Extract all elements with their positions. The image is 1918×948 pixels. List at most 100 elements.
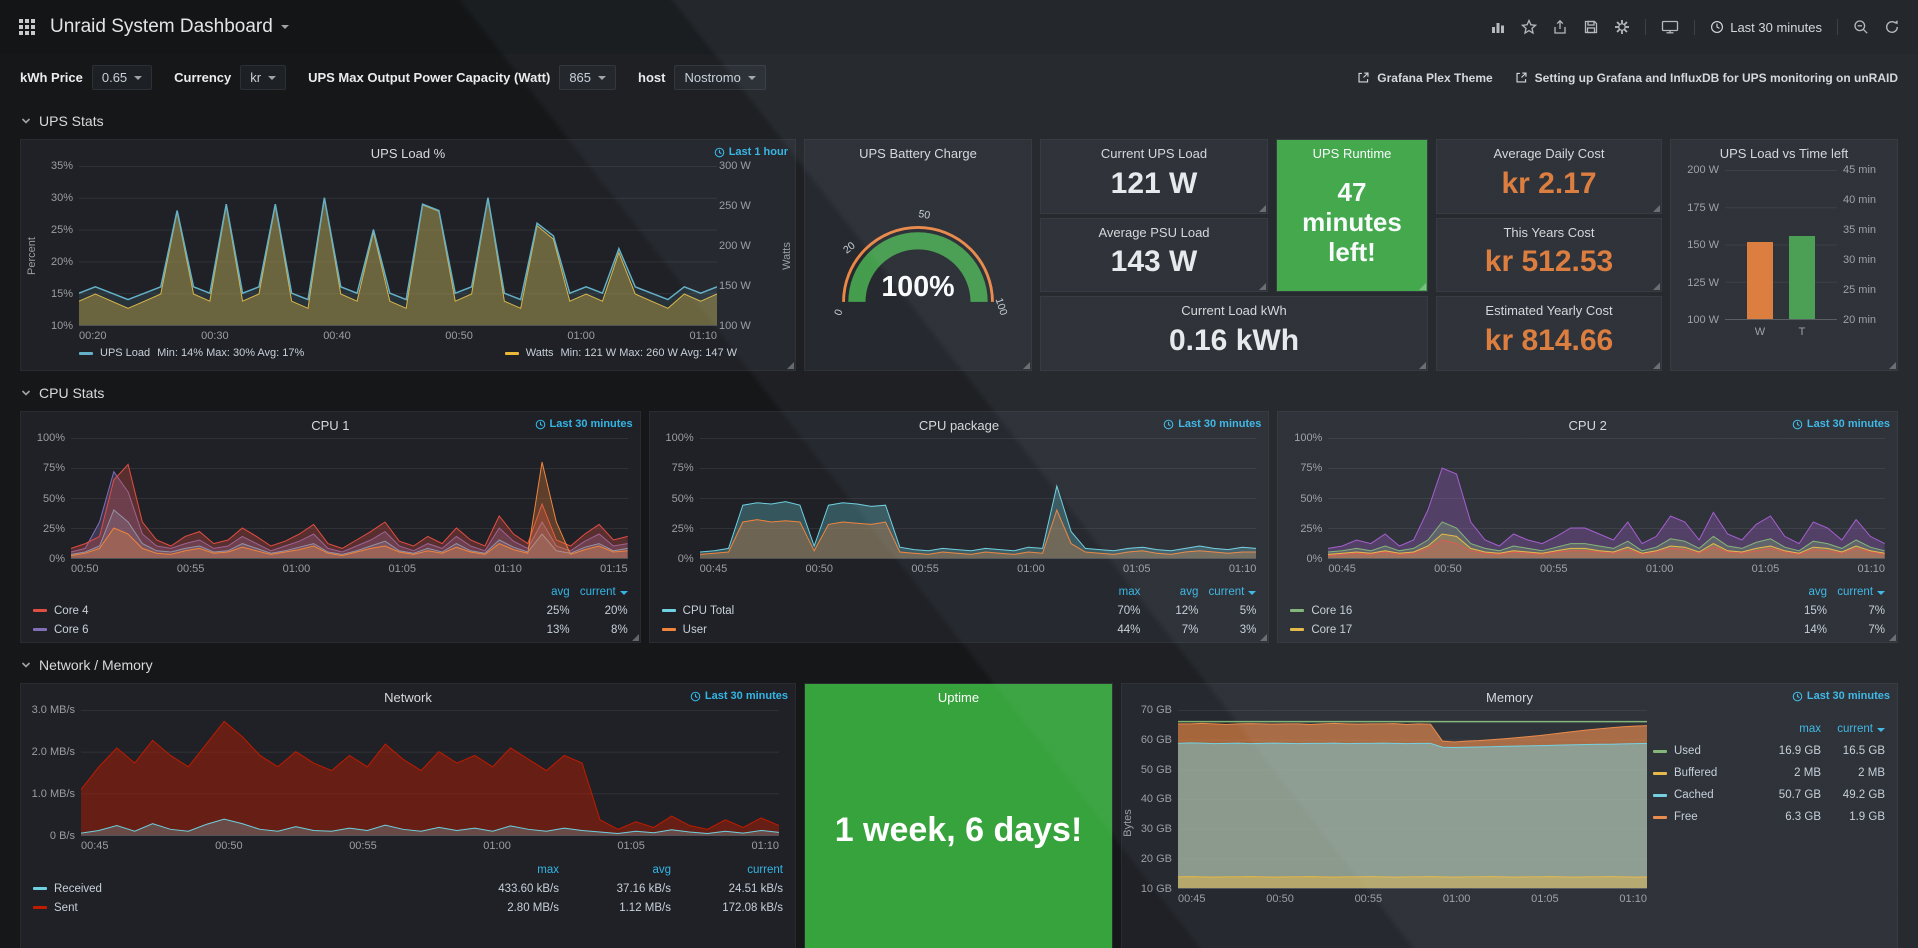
legend-sort-current[interactable]: current [1198,586,1256,598]
variable-value-dropdown[interactable]: kr [240,65,287,90]
section-network-memory[interactable]: Network / Memory [20,657,1898,673]
settings-gear-icon[interactable] [1614,19,1630,35]
legend-row[interactable]: Core 4 25% 20% [33,601,628,620]
series-color-marker [661,628,676,631]
stat-value: 47 minutes left! [1302,177,1402,268]
caret-down-icon [268,75,277,80]
star-icon[interactable] [1521,19,1538,35]
cpu1-chart[interactable] [71,438,628,558]
legend-sort-avg[interactable]: avg [1808,585,1828,598]
cpu2-chart[interactable] [1328,438,1886,558]
legend-item-watts: Watts Min: 121 W Max: 260 W Avg: 147 W [504,347,737,359]
panel-title[interactable]: Current Load kWh [1181,303,1287,319]
legend-header: max avg current [662,582,1257,601]
series-color-marker [1290,628,1305,631]
legend-sort-current[interactable]: current [1821,723,1885,735]
legend-sort-current[interactable]: current [570,586,628,598]
panel-title[interactable]: Current UPS Load [1100,146,1208,161]
save-icon[interactable] [1583,19,1599,35]
panel-title[interactable]: Memory [1486,689,1533,705]
dashboard-links: Grafana Plex Theme Setting up Grafana an… [1357,71,1898,85]
variable-value-dropdown[interactable]: 865 [559,65,617,90]
bar-watts[interactable] [1747,241,1773,319]
section-cpu-stats[interactable]: CPU Stats [20,385,1898,401]
panel-title[interactable]: UPS Battery Charge [859,145,977,161]
legend-row[interactable]: Free 6.3 GB 1.9 GB [1653,806,1885,828]
network-chart[interactable] [81,710,779,835]
add-panel-icon[interactable] [1490,19,1506,35]
variable-value-dropdown[interactable]: 0.65 [91,65,153,90]
panel-title[interactable]: Average PSU Load [1098,224,1210,240]
ups-load-plot [79,166,717,326]
panel-time-range[interactable]: Last 30 minutes [1792,418,1890,430]
panel-title[interactable]: UPS Load vs Time left [1719,145,1849,161]
svg-text:0: 0 [832,308,845,317]
panel-time-range[interactable]: Last 30 minutes [1792,690,1890,702]
clock-icon [1711,21,1724,33]
panel-time-range[interactable]: Last 30 minutes [535,418,633,430]
panel-time-range[interactable]: Last 30 minutes [690,690,788,702]
apps-grid-icon[interactable] [18,18,36,36]
legend-sort-current[interactable]: current [1827,586,1885,598]
panel-title[interactable]: UPS Runtime [1312,146,1392,161]
share-icon[interactable] [1552,19,1568,35]
variable-label: UPS Max Output Power Capacity (Watt) [308,70,551,85]
legend-row[interactable]: Buffered 2 MB 2 MB [1653,762,1885,784]
legend-sort-current[interactable]: current [747,863,783,876]
legend-row[interactable]: Core 16 15% 7% [1290,601,1885,620]
legend-row[interactable]: Received 433.60 kB/s 37.16 kB/s 24.51 kB… [33,879,783,898]
legend-sort-max[interactable]: max [537,863,559,876]
y-axis-ticks-right: 300 W 250 W 200 W 150 W 100 W [719,160,751,332]
stat-value: 143 W [1110,245,1198,279]
panel-title[interactable]: CPU 2 [1568,417,1607,433]
stat-value: kr 2.17 [1501,166,1597,200]
y-axis-ticks: 100% 75% 50% 25% 0% [36,432,65,565]
panel-title[interactable]: Network [384,689,432,705]
legend-row[interactable]: User 44% 7% 3% [661,620,1256,639]
link-grafana-influxdb-guide[interactable]: Setting up Grafana and InfluxDB for UPS … [1515,71,1898,85]
panel-title[interactable]: Estimated Yearly Cost [1485,303,1613,319]
legend-row[interactable]: Core 6 13% 8% [33,620,628,639]
legend-row[interactable]: CPU Total 70% 12% 5% [661,601,1256,620]
legend-sort-avg[interactable]: avg [1179,585,1199,598]
cost-stat-column: Average Daily Cost kr 2.17 This Years Co… [1436,139,1662,372]
section-ups-stats[interactable]: UPS Stats [20,113,1898,129]
legend-series-name[interactable]: UPS Load [100,347,151,359]
panel-memory: Memory Last 30 minutes Bytes 70 GB 60 GB 5… [1121,683,1898,948]
legend-row[interactable]: Used 16.9 GB 16.5 GB [1653,740,1885,762]
section-title: Network / Memory [39,657,153,673]
variable-value-dropdown[interactable]: Nostromo [674,65,766,90]
legend-sort-avg[interactable]: avg [652,863,671,876]
legend-sort-max[interactable]: max [1799,723,1821,735]
panel-title[interactable]: This Years Cost [1503,224,1595,240]
legend-row[interactable]: Cached 50.7 GB 49.2 GB [1653,784,1885,806]
legend-row[interactable]: Sent 2.80 MB/s 1.12 MB/s 172.08 kB/s [33,898,783,917]
series-color-marker [33,887,47,890]
refresh-icon[interactable] [1884,19,1900,35]
panel-title[interactable]: Uptime [937,690,980,705]
legend-row[interactable]: Core 17 14% 7% [1290,620,1885,639]
panel-title[interactable]: CPU package [918,417,1000,433]
panel-ups-load-percent: UPS Load % Last 1 hour Percent Watts 35%… [20,139,796,371]
time-range-picker[interactable]: Last 30 minutes [1694,19,1822,35]
external-link-icon [1516,72,1527,83]
panel-ups-battery-charge: UPS Battery Charge 0 20 50 100 100% [804,139,1032,371]
panel-time-range[interactable]: Last 1 hour [714,146,788,158]
ups-load-chart[interactable] [79,166,717,325]
gauge-threshold-arc [842,226,994,302]
memory-chart[interactable] [1178,710,1647,888]
panel-title[interactable]: UPS Load % [370,145,446,161]
legend-sort-avg[interactable]: avg [551,585,570,598]
legend-series-name[interactable]: Watts [525,347,554,359]
zoom-out-icon[interactable] [1837,19,1869,35]
panel-title[interactable]: Average Daily Cost [1493,146,1605,161]
panel-time-range[interactable]: Last 30 minutes [1163,418,1261,430]
cpu-package-chart[interactable] [699,438,1257,558]
link-grafana-plex-theme[interactable]: Grafana Plex Theme [1357,71,1493,85]
dashboard-title-dropdown[interactable]: Unraid System Dashboard [50,16,289,38]
legend-sort-max[interactable]: max [1118,585,1141,598]
panel-title[interactable]: CPU 1 [311,417,350,433]
bar-time-left[interactable] [1789,235,1815,319]
dashboard-title: Unraid System Dashboard [50,16,273,37]
cycle-view-icon[interactable] [1645,19,1679,35]
